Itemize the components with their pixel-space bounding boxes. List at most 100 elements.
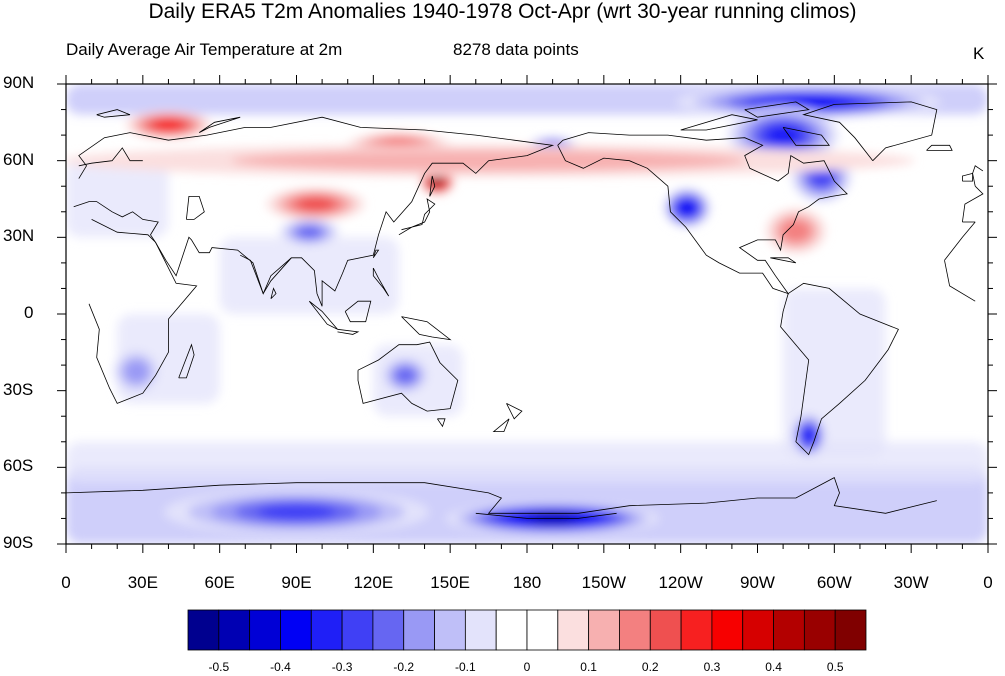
lon-label: 150E bbox=[430, 573, 470, 592]
coastline bbox=[557, 132, 848, 295]
colorbar-box bbox=[803, 609, 836, 651]
anomaly-band bbox=[66, 441, 988, 483]
colorbar bbox=[187, 609, 867, 651]
lon-label: 60W bbox=[816, 573, 852, 592]
coastline bbox=[944, 260, 976, 302]
colorbar-box bbox=[434, 609, 466, 651]
anomaly-blob bbox=[124, 360, 149, 383]
coastline bbox=[78, 147, 143, 167]
lon-label: 0 bbox=[983, 573, 993, 592]
colorbar-tick-label: 0.1 bbox=[580, 660, 597, 674]
colorbar-box bbox=[403, 609, 435, 651]
colorbar-box bbox=[773, 609, 805, 651]
colorbar-box bbox=[557, 609, 590, 651]
colorbar-box bbox=[341, 609, 374, 651]
lon-label: 30W bbox=[893, 573, 929, 592]
lon-label: 180 bbox=[512, 573, 542, 592]
colorbar-tick-label: 0.3 bbox=[703, 660, 721, 674]
coastline bbox=[437, 418, 446, 428]
coastline bbox=[527, 477, 937, 514]
units-label: K bbox=[973, 44, 985, 63]
coastline bbox=[770, 257, 797, 264]
lon-label: 0 bbox=[61, 573, 71, 592]
coastline bbox=[344, 300, 372, 323]
colorbar-tick-label: -0.5 bbox=[208, 660, 230, 674]
coastline bbox=[926, 144, 953, 151]
colorbar-box bbox=[280, 609, 312, 651]
coastline bbox=[972, 165, 984, 187]
coastline bbox=[96, 109, 131, 118]
lon-label: 30E bbox=[127, 573, 158, 592]
colorbar-box bbox=[372, 609, 405, 651]
coastline bbox=[429, 175, 436, 197]
anomaly-blob bbox=[394, 367, 416, 384]
axis-ticks bbox=[57, 75, 997, 553]
coastline bbox=[401, 316, 452, 341]
coastline bbox=[88, 219, 198, 404]
colorbar-tick-label: -0.4 bbox=[270, 660, 291, 674]
lon-label: 150W bbox=[581, 573, 627, 592]
colorbar-box bbox=[588, 609, 620, 651]
coastline bbox=[186, 195, 205, 220]
coastline bbox=[73, 116, 555, 307]
anomaly-blob bbox=[679, 201, 695, 215]
lon-label: 60E bbox=[204, 573, 235, 592]
lon-label: 120E bbox=[353, 573, 394, 592]
coastline bbox=[962, 185, 984, 223]
anomaly-blob bbox=[153, 119, 183, 131]
coastline bbox=[337, 328, 360, 335]
coastline bbox=[962, 172, 973, 182]
anomaly-band bbox=[66, 160, 169, 238]
lon-label: 90W bbox=[740, 573, 775, 592]
coastline bbox=[506, 403, 523, 420]
coastline bbox=[944, 221, 976, 261]
data-points-subtitle: 8278 data points bbox=[453, 40, 579, 59]
colorbar-tick-label: -0.3 bbox=[331, 660, 353, 674]
colorbar-box bbox=[711, 609, 744, 651]
colorbar-box bbox=[680, 609, 713, 651]
anomaly-blobs bbox=[66, 84, 988, 544]
colorbar-box bbox=[218, 609, 251, 651]
colorbar-tick-label: 0.5 bbox=[826, 660, 844, 674]
coastline bbox=[802, 101, 938, 161]
anomaly-blob bbox=[296, 225, 322, 239]
colorbar-box bbox=[310, 609, 343, 651]
lat-label: 60N bbox=[3, 149, 35, 169]
colorbar-box bbox=[834, 609, 867, 651]
coastline bbox=[680, 114, 758, 131]
coastline bbox=[475, 512, 617, 519]
coastline bbox=[744, 101, 810, 118]
coastlines bbox=[66, 101, 984, 519]
coastline bbox=[372, 249, 380, 259]
variable-subtitle: Daily Average Air Temperature at 2m bbox=[66, 40, 343, 59]
colorbar-tick-label: -0.1 bbox=[455, 660, 476, 674]
lon-label: 90E bbox=[281, 573, 312, 592]
anomaly-blob bbox=[257, 503, 336, 521]
lat-label: 60S bbox=[3, 456, 34, 476]
colorbar-tick-label: 0 bbox=[523, 660, 531, 674]
coastline bbox=[198, 116, 241, 133]
coastline bbox=[178, 343, 195, 379]
colorbar-tick-label: 0.2 bbox=[641, 660, 659, 674]
coastline bbox=[398, 198, 436, 236]
anomaly-blob bbox=[779, 96, 839, 108]
lat-label: 30N bbox=[3, 226, 35, 246]
coastline bbox=[780, 282, 899, 456]
colorbar-box bbox=[526, 609, 559, 651]
coastline bbox=[66, 482, 527, 514]
colorbar-box bbox=[249, 609, 281, 651]
colorbar-box bbox=[649, 609, 682, 651]
colorbar-tick-label: -0.2 bbox=[393, 660, 415, 674]
anomaly-blob bbox=[801, 427, 816, 443]
lat-label: 0 bbox=[24, 303, 34, 322]
colorbar-box bbox=[742, 609, 774, 651]
anomaly-blob bbox=[296, 196, 335, 212]
map-title: Daily ERA5 T2m Anomalies 1940-1978 Oct-A… bbox=[148, 0, 857, 23]
coastline bbox=[782, 127, 831, 146]
lat-label: 30S bbox=[3, 379, 34, 399]
anomaly-field bbox=[66, 84, 988, 544]
anomaly-band bbox=[219, 237, 399, 314]
coastline bbox=[240, 254, 292, 295]
colorbar-tick-label: 0.4 bbox=[765, 660, 782, 674]
